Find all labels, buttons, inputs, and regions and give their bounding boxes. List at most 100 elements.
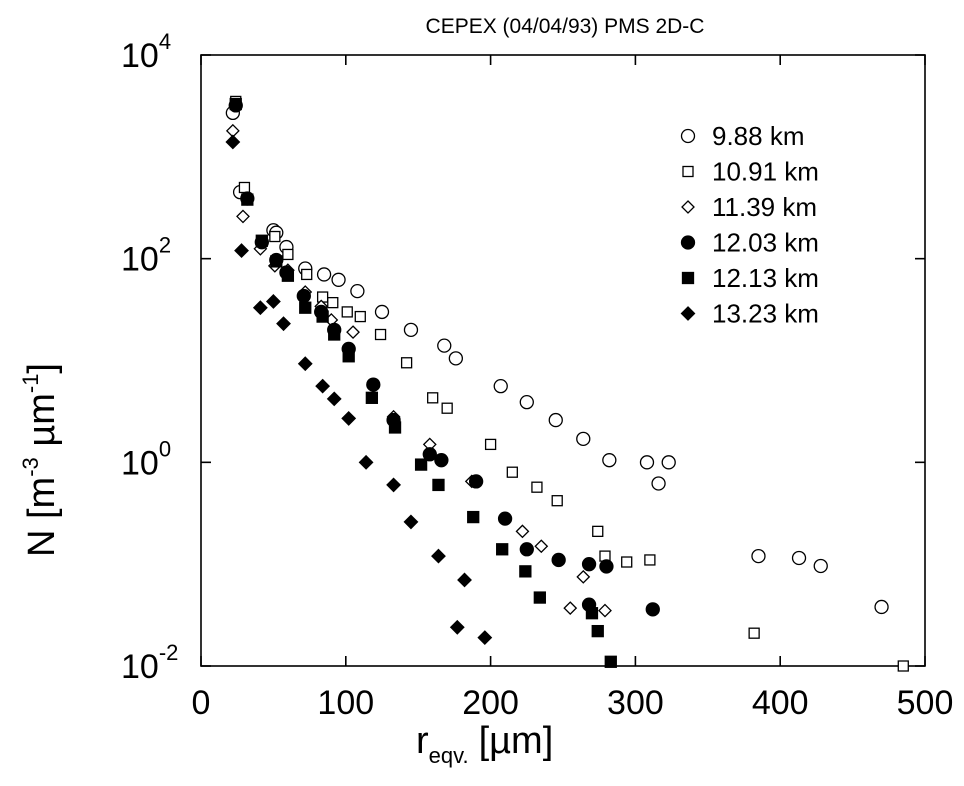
plot-axes (200, 54, 926, 667)
legend-marker (681, 200, 695, 214)
data-point (598, 603, 612, 618)
data-point (813, 558, 828, 574)
data-point (493, 378, 508, 394)
legend-item: 12.13 km (681, 263, 819, 293)
data-point (602, 453, 617, 468)
legend-label: 9.88 km (712, 121, 805, 151)
data-point (639, 455, 655, 470)
data-point (592, 525, 604, 538)
data-point (299, 301, 312, 314)
legend-label: 12.03 km (712, 228, 819, 258)
y-tick-label: 100 (121, 436, 171, 482)
legend-marker (680, 128, 696, 144)
data-point (576, 569, 591, 584)
data-point (645, 602, 660, 617)
data-points (225, 95, 909, 672)
data-point (301, 268, 313, 281)
data-point (457, 572, 472, 588)
y-tick-label: 104 (121, 29, 171, 75)
data-point (331, 272, 346, 287)
data-point (403, 514, 419, 530)
data-point (874, 599, 889, 615)
data-point (354, 310, 366, 323)
series-2 (230, 95, 909, 672)
data-point (326, 391, 342, 407)
data-point (548, 412, 563, 428)
data-point (241, 193, 254, 206)
data-point (281, 269, 295, 282)
data-point (437, 338, 452, 353)
data-point (591, 624, 604, 638)
data-point (449, 619, 465, 635)
data-point (515, 524, 530, 539)
data-point (897, 660, 909, 672)
data-point (432, 478, 445, 492)
legend-item: 10.91 km (682, 157, 819, 187)
x-tick-label: 500 (897, 684, 954, 722)
data-point (236, 209, 250, 224)
data-point (496, 543, 509, 556)
legend-label: 10.91 km (712, 157, 819, 187)
data-point (484, 438, 497, 451)
data-point (422, 447, 437, 462)
data-point (585, 607, 599, 620)
data-point (252, 300, 268, 316)
data-point (225, 134, 241, 150)
series-3 (225, 123, 612, 618)
data-point (386, 477, 402, 493)
data-point (427, 392, 439, 404)
data-point (581, 557, 597, 572)
data-point (534, 539, 549, 554)
x-axis-label-main: r (416, 720, 429, 762)
data-point (341, 410, 357, 426)
data-point (791, 550, 807, 566)
data-point (342, 350, 355, 363)
x-axis-label: reqv. [µm] (416, 720, 553, 768)
data-point (551, 495, 563, 507)
data-point (477, 630, 493, 646)
axis-ticks: 0 100 200 300 400 500 10-2 100 102 104 (121, 29, 953, 722)
plot-frame (200, 54, 926, 667)
legend-item: 11.39 km (681, 192, 817, 222)
data-point (297, 356, 313, 372)
legend-marker (682, 165, 694, 178)
y-axis-label-sup1: -3 (18, 457, 43, 477)
data-point (531, 481, 543, 493)
x-tick-label: 0 (192, 684, 211, 722)
data-point (255, 234, 268, 247)
legend-item: 12.03 km (680, 228, 819, 258)
x-axis-label-unit: [µm] (479, 720, 554, 762)
data-point (327, 296, 339, 309)
legend-label: 12.13 km (712, 263, 819, 293)
y-tick-label: 102 (121, 233, 171, 279)
data-point (497, 511, 513, 526)
data-point (400, 357, 413, 369)
data-point (315, 378, 331, 394)
data-point (448, 351, 463, 366)
legend-item: 9.88 km (680, 121, 805, 151)
legend-marker (681, 271, 695, 285)
data-point (434, 453, 449, 468)
data-point (644, 554, 656, 566)
data-point (533, 591, 546, 604)
x-tick-label: 100 (317, 684, 374, 722)
series-5 (229, 97, 617, 668)
data-point (276, 316, 291, 332)
data-point (328, 328, 341, 341)
data-point (621, 556, 633, 568)
data-point (414, 458, 428, 471)
data-point (519, 542, 534, 557)
series-4 (228, 98, 660, 617)
y-axis-label-end: ] (21, 363, 63, 374)
data-point (519, 394, 534, 410)
data-point (506, 466, 518, 478)
data-point (441, 402, 453, 414)
data-point (316, 310, 329, 323)
y-axis-label-sup2: -1 (18, 374, 43, 394)
data-point (374, 304, 390, 320)
data-point (468, 474, 484, 489)
legend-label: 13.23 km (712, 299, 819, 329)
data-point (346, 325, 360, 340)
data-point (238, 181, 251, 194)
data-point (519, 565, 532, 578)
